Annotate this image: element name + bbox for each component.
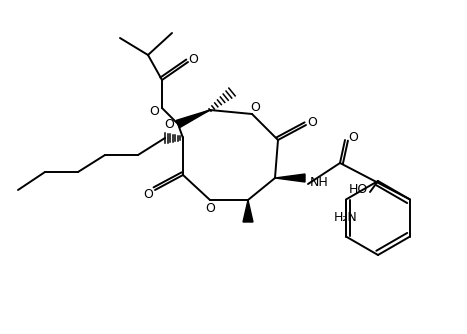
Text: NH: NH	[310, 175, 329, 188]
Text: O: O	[143, 187, 153, 200]
Text: O: O	[149, 105, 159, 118]
Polygon shape	[177, 110, 210, 128]
Text: O: O	[250, 101, 260, 114]
Text: O: O	[348, 131, 358, 144]
Text: O: O	[164, 118, 174, 131]
Text: O: O	[205, 202, 215, 215]
Polygon shape	[275, 174, 305, 182]
Text: O: O	[188, 52, 198, 65]
Text: H₂N: H₂N	[334, 211, 358, 224]
Text: O: O	[307, 116, 317, 129]
Text: HO: HO	[348, 182, 368, 195]
Polygon shape	[243, 200, 253, 222]
